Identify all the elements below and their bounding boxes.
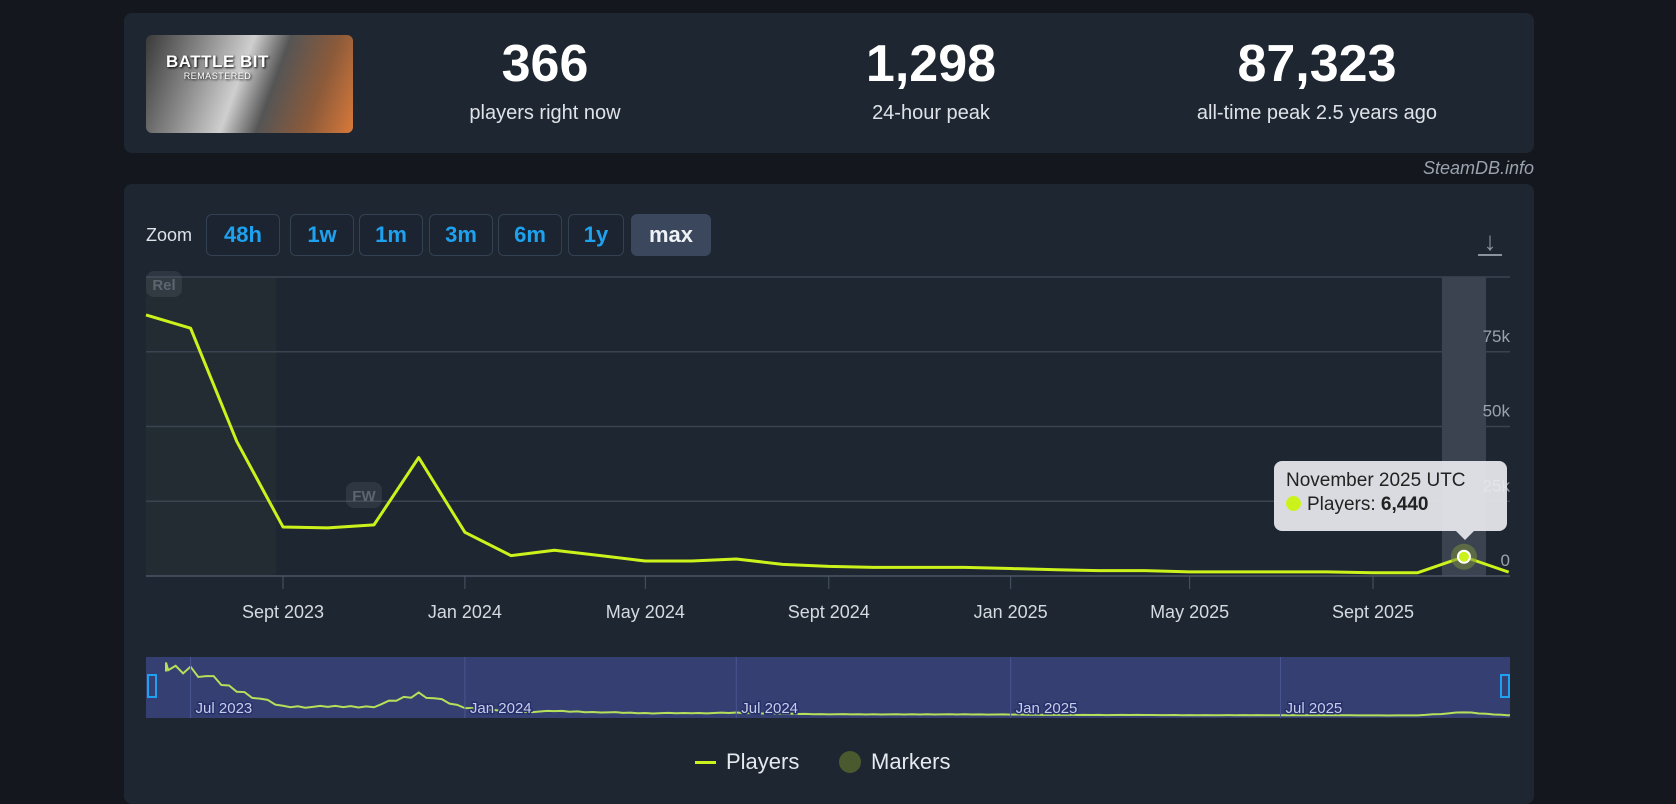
tooltip-value: 6,440	[1380, 494, 1429, 515]
navigator-tick-label: Jul 2024	[741, 700, 798, 717]
marker-label: FW	[352, 488, 376, 505]
circle-icon	[839, 751, 861, 773]
hover-point	[1456, 549, 1471, 564]
stat-label: players right now	[469, 102, 621, 124]
x-tick-label: Sept 2023	[242, 602, 324, 622]
zoom-6m-button[interactable]: 6m	[498, 214, 562, 256]
marker-badge	[146, 271, 182, 297]
navigator-tick-label: Jul 2023	[196, 700, 253, 717]
y-tick-label: 75k	[1483, 327, 1511, 346]
zoom-1y-button[interactable]: 1y	[568, 214, 624, 256]
download-icon[interactable]: ↓	[1477, 228, 1503, 258]
x-tick-label: Jan 2025	[974, 602, 1048, 622]
zoom-label: Zoom	[146, 225, 193, 245]
navigator-tick-label: Jul 2025	[1286, 700, 1343, 717]
tooltip-series: Players:	[1307, 494, 1376, 515]
game-logo: BATTLE BIT REMASTERED	[166, 52, 269, 81]
marker-label: Rel	[152, 277, 175, 294]
stat-value: 366	[501, 35, 589, 93]
zoom-3m-button[interactable]: 3m	[429, 214, 493, 256]
zoom-max-button[interactable]: max	[631, 214, 711, 256]
steamdb-credit[interactable]: SteamDB.info	[1422, 158, 1534, 178]
zoom-1m-button[interactable]: 1m	[359, 214, 423, 256]
stat-label: all-time peak 2.5 years ago	[1196, 102, 1438, 124]
legend-label: Players	[726, 749, 800, 774]
navigator-line	[165, 662, 1511, 717]
stat-all-time-peak: 87,323 all-time peak 2.5 years ago	[1137, 38, 1497, 125]
line-icon	[695, 760, 716, 764]
players-line	[145, 313, 1510, 575]
legend-players[interactable]: Players	[695, 749, 799, 775]
stat-current-players: 366 players right now	[365, 38, 725, 125]
stat-value: 87,323	[1237, 35, 1397, 93]
series-dot-icon	[1286, 496, 1301, 511]
navigator-handle-left	[147, 674, 157, 698]
zoom-48h-button[interactable]: 48h	[206, 214, 280, 256]
navigator-tick-label: Jan 2025	[1016, 700, 1078, 717]
y-tick-label: 50k	[1483, 402, 1511, 421]
stats-card	[124, 13, 1534, 153]
game-thumbnail[interactable]: BATTLE BIT REMASTERED	[146, 35, 353, 133]
legend-label: Markers	[871, 749, 951, 774]
marker-badge	[345, 482, 382, 508]
stat-value: 1,298	[865, 35, 997, 93]
legend-markers[interactable]: Markers	[839, 749, 950, 775]
navigator-handle-right	[1500, 674, 1510, 698]
stat-label: 24-hour peak	[872, 102, 990, 124]
x-tick-label: Sept 2024	[788, 602, 870, 622]
y-tick-label: 0	[1501, 551, 1510, 570]
stat-24h-peak: 1,298 24-hour peak	[751, 38, 1111, 125]
x-tick-label: Sept 2025	[1332, 602, 1414, 622]
x-tick-label: Jan 2024	[428, 602, 502, 622]
zoom-1w-button[interactable]: 1w	[290, 214, 354, 256]
x-tick-label: May 2025	[1150, 602, 1229, 622]
chart-tooltip: November 2025 UTC Players: 6,440	[1274, 461, 1507, 540]
x-tick-label: May 2024	[606, 602, 685, 622]
tooltip-title: November 2025 UTC	[1286, 470, 1466, 491]
navigator-tick-label: Jan 2024	[470, 700, 532, 717]
